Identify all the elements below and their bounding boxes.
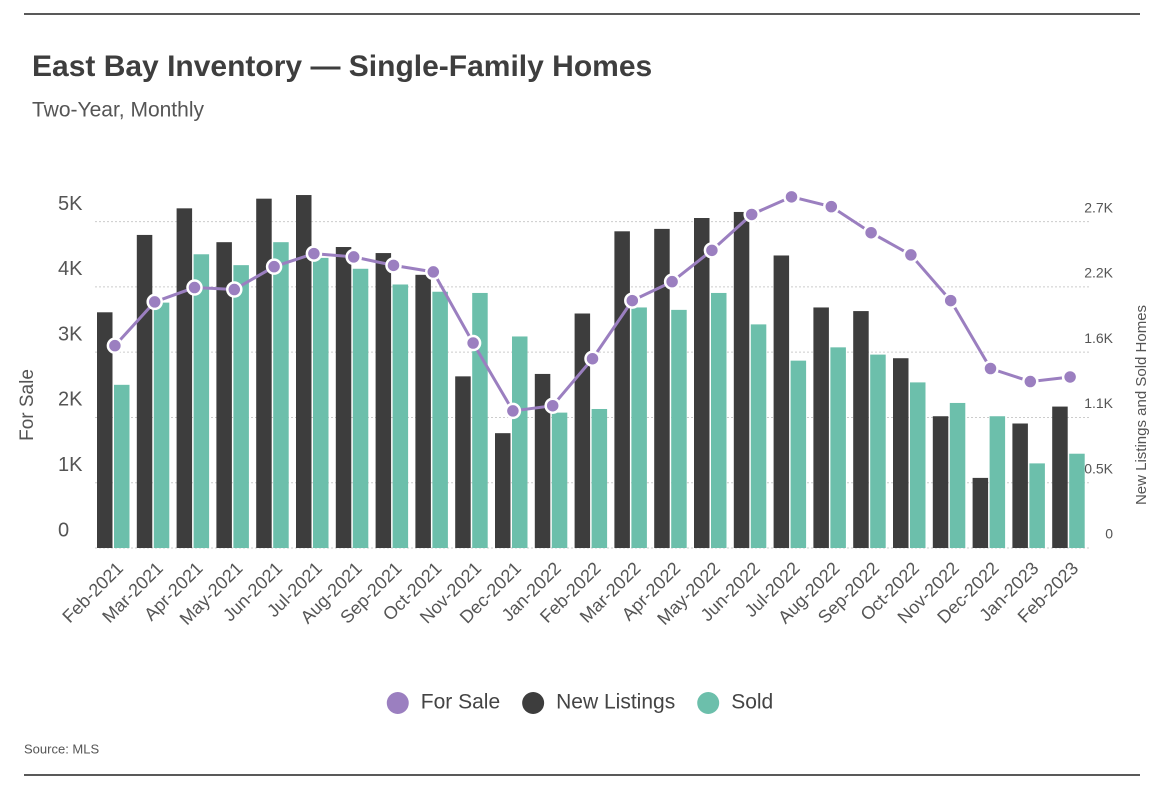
line-point [823, 198, 840, 215]
bar [375, 253, 392, 549]
bar [495, 433, 511, 548]
bar [574, 313, 591, 548]
line-point [902, 246, 920, 264]
bar [153, 302, 170, 548]
bar [790, 360, 807, 548]
bar [335, 247, 352, 548]
bar [750, 324, 767, 548]
line-point [106, 337, 124, 354]
bar [455, 376, 471, 548]
bar [296, 195, 312, 549]
bar [392, 284, 409, 548]
y2-tick-label: 0.5K [1084, 460, 1113, 476]
bar [534, 373, 551, 548]
bar [216, 242, 232, 548]
chart-title: East Bay Inventory — Single-Family Homes [32, 50, 652, 83]
bar [631, 307, 647, 548]
y-axis-label: For Sale [17, 369, 38, 441]
y2-axis-label: New Listings and Sold Homes [1133, 305, 1150, 505]
bar [352, 268, 369, 548]
bar [830, 347, 846, 548]
bar [694, 218, 710, 548]
line-point [504, 402, 522, 420]
bar [551, 412, 568, 548]
bar [1069, 453, 1085, 548]
line-point [703, 242, 721, 259]
y-tick-label: 0 [58, 519, 69, 541]
bar [97, 312, 113, 548]
line-point [464, 334, 482, 352]
line-point [146, 293, 163, 311]
bar [472, 292, 488, 548]
bar [233, 265, 249, 548]
bar [711, 292, 727, 548]
legend-marker [522, 692, 545, 714]
y-tick-label: 5K [58, 193, 83, 215]
bar [671, 309, 687, 548]
legend-label: For Sale [421, 691, 500, 714]
line-point [982, 360, 999, 377]
bar [893, 358, 909, 548]
line-point [1061, 368, 1079, 386]
bar [733, 211, 750, 549]
bar [972, 477, 989, 548]
y2-tick-label: 0 [1105, 526, 1113, 542]
legend-label: New Listings [556, 691, 675, 714]
bar [853, 311, 869, 548]
bar [813, 307, 829, 548]
bar [591, 408, 608, 548]
legend-marker [386, 692, 409, 714]
bar [193, 254, 210, 549]
bar [136, 234, 153, 548]
y-tick-label: 1K [58, 454, 83, 476]
y-tick-label: 4K [58, 258, 83, 280]
y2-tick-label: 1.1K [1084, 395, 1113, 411]
line-point [783, 188, 800, 206]
y2-tick-label: 2.7K [1084, 199, 1113, 215]
line-point [1022, 373, 1039, 390]
line-point [624, 292, 641, 309]
bar [910, 382, 926, 548]
y-tick-label: 2K [58, 389, 83, 411]
bar [415, 274, 431, 548]
bar [1029, 463, 1045, 548]
bar [313, 257, 329, 548]
bar [512, 336, 528, 548]
line-point [862, 224, 880, 241]
bar [432, 291, 448, 548]
y2-tick-label: 1.6K [1084, 330, 1113, 346]
line-point [345, 248, 362, 266]
bar [114, 384, 130, 548]
bar [256, 198, 272, 548]
line-point [305, 245, 323, 262]
line-point [425, 263, 442, 281]
line-point [743, 206, 760, 223]
y-tick-label: 3K [58, 323, 83, 345]
bar [932, 416, 949, 548]
bar [1012, 423, 1028, 548]
line-point [226, 281, 243, 298]
line-point [265, 258, 283, 275]
bar [273, 242, 289, 548]
bar [989, 416, 1006, 548]
bar [1052, 406, 1068, 548]
source: Source: MLS [24, 741, 99, 756]
y2-tick-label: 2.2K [1084, 265, 1113, 281]
bar [614, 231, 630, 548]
line-point [663, 273, 681, 290]
bar [773, 255, 790, 548]
legend-marker [697, 692, 720, 714]
legend-label: Sold [731, 691, 773, 714]
line-point [584, 350, 601, 367]
line-point [385, 257, 402, 274]
chart-subtitle: Two-Year, Monthly [32, 99, 204, 122]
bar [654, 228, 670, 548]
line-point [942, 292, 959, 309]
bar [949, 402, 966, 548]
bar [176, 208, 193, 548]
line-point [186, 279, 203, 296]
bar [870, 354, 886, 548]
line-point [544, 397, 561, 414]
